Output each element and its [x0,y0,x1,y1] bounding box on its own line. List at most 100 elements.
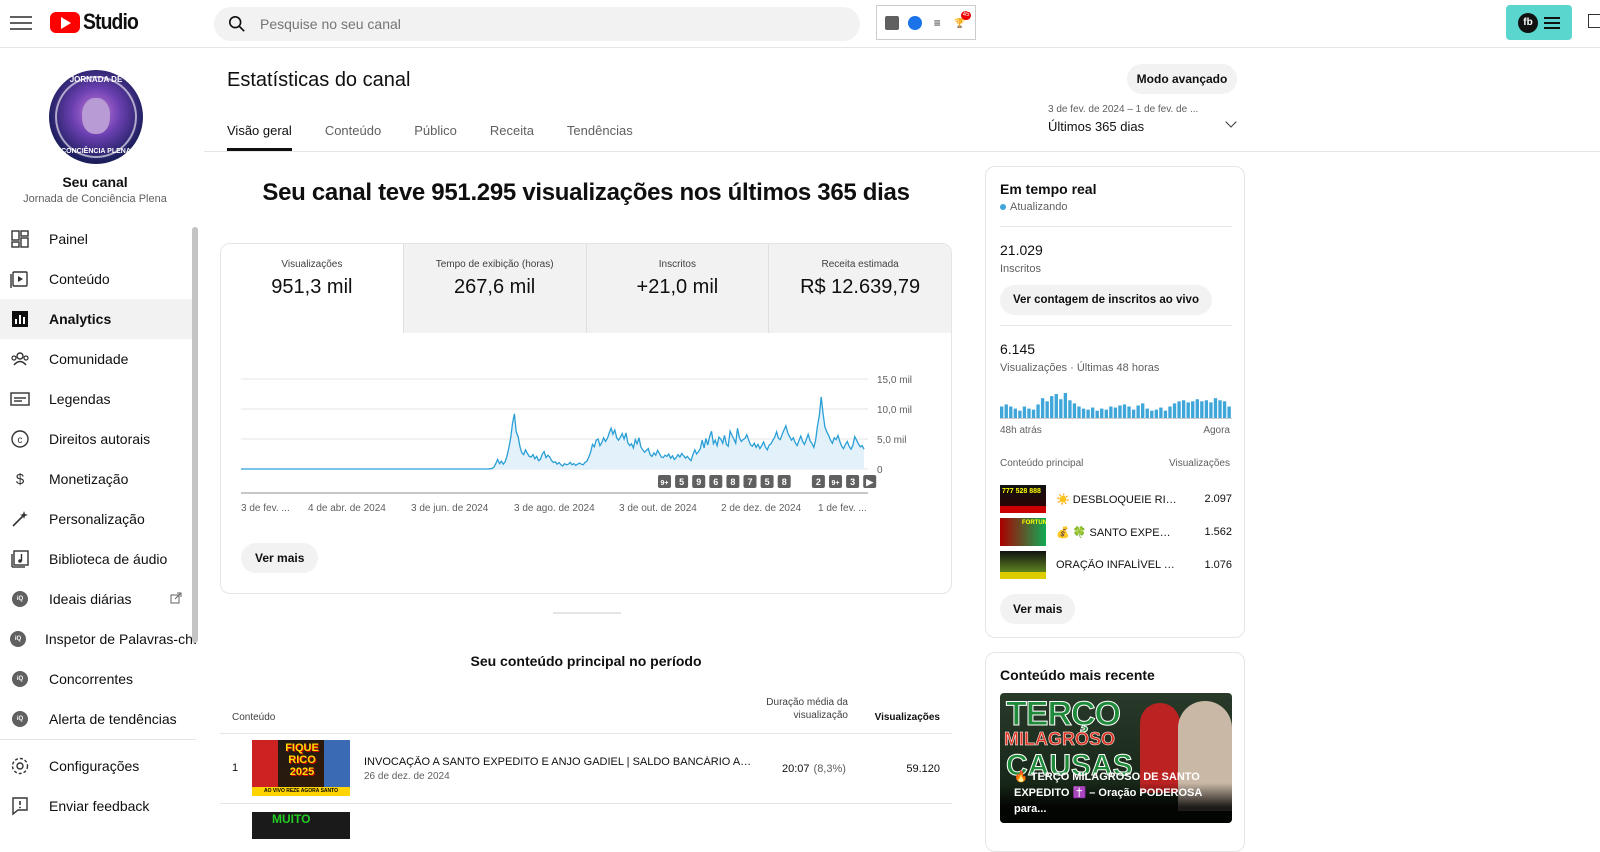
y-tick-label: 15,0 mil [877,375,912,386]
sidebar-item-concorrentes[interactable]: iQ Concorrentes [0,659,196,699]
x-tick-label: 3 de ago. de 2024 [514,503,595,514]
live-subscriber-count-button[interactable]: Ver contagem de inscritos ao vivo [1000,285,1212,315]
chart-marker[interactable]: 7 [743,475,757,488]
date-range-selector[interactable]: 3 de fev. de 2024 – 1 de fev. de ... Últ… [1048,104,1243,144]
col-avg-duration[interactable]: Duração média da visualização [766,697,848,721]
sidebar-item-direitos-autorais[interactable]: c Direitos autorais [0,419,196,459]
tab-visao-geral[interactable]: Visão geral [227,119,292,151]
realtime-bar [1191,401,1195,419]
thumb-figure-right [324,740,350,788]
sidebar-item-conteudo[interactable]: Conteúdo [0,259,196,299]
search-box[interactable] [214,7,860,41]
realtime-bar [1168,406,1172,419]
chart-marker[interactable]: 6 [709,475,723,488]
metric-subscribers[interactable]: Inscritos +21,0 mil [585,244,769,333]
realtime-bar [1218,400,1222,419]
search-input[interactable] [260,7,840,41]
video-date: 26 de dez. de 2024 [364,771,450,782]
table-row[interactable]: 1 FIQUE RICO 2025 AO VIVO REZE AGORA SAN… [220,734,952,804]
sidebar-item-configuracoes[interactable]: Configurações [0,746,196,786]
feedback-icon [10,796,30,816]
realtime-bar [1018,410,1022,419]
panel-toggle-icon[interactable] [1588,14,1600,28]
y-tick-label: 10,0 mil [877,405,912,416]
sidebar-scrollbar[interactable] [192,227,198,643]
sidebar-item-enviar-feedback[interactable]: Enviar feedback [0,786,196,826]
tab-receita[interactable]: Receita [489,123,534,138]
sidebar-item-ideais-diarias[interactable]: iQ Ideais diárias [0,579,196,619]
chart-marker[interactable]: 9+ [658,475,671,488]
metric-revenue[interactable]: Receita estimada R$ 12.639,79 [768,244,951,333]
sidebar-item-legendas[interactable]: Legendas [0,379,196,419]
list-extension-icon[interactable]: ≡ [930,15,945,30]
chart-marker[interactable]: 9+ [829,475,842,488]
sidebar-item-biblioteca-audio[interactable]: Biblioteca de áudio [0,539,196,579]
top-content-item[interactable]: ORAÇÃO INFALÍVEL a SANTO... 1.076 [1000,551,1232,579]
metric-watch-time[interactable]: Tempo de exibição (horas) 267,6 mil [402,244,586,333]
chart-marker[interactable]: 2 [811,475,825,488]
item-views: 1.076 [1204,559,1232,571]
chart-marker[interactable]: 5 [760,475,774,488]
realtime-see-more-button[interactable]: Ver mais [1000,594,1076,624]
views-chart[interactable]: 15,0 mil 10,0 mil 5,0 mil 0 9+ 5 9 6 8 7 5 8 2 9+ 3 ▶ 3 … [221,333,952,533]
top-content-item[interactable]: 777 528 888 ☀️ DESBLOQUEIE RIQUEZA... 2.… [1000,485,1232,513]
chart-marker[interactable]: ▶ [863,475,877,488]
sidebar-item-inspetor-palavras[interactable]: iQ Inspetor de Palavras-chave [0,619,196,659]
col-views[interactable]: Visualizações [874,712,940,723]
metric-label: Tempo de exibição (horas) [435,259,554,270]
sidebar-item-analytics[interactable]: Analytics [0,299,196,339]
realtime-bar [1118,405,1122,419]
logo-text: Studio [83,9,139,34]
sidebar-item-alerta-tendencias[interactable]: iQ Alerta de tendências [0,699,196,739]
chart-marker[interactable]: 3 [846,475,860,488]
svg-text:3: 3 [850,477,855,487]
account-menu-button[interactable]: fb [1506,5,1572,40]
svg-text:5: 5 [765,477,770,487]
see-more-button[interactable]: Ver mais [241,543,319,573]
subtitles-icon [10,389,30,409]
sidebar: JORNADA DE CONCIÊNCIA PLENA Seu canal Jo… [0,49,204,841]
community-icon [10,349,30,369]
tab-tendencias[interactable]: Tendências [566,123,633,138]
next-video-thumbnail[interactable]: MUITO [252,812,350,839]
sidebar-item-monetizacao[interactable]: $ Monetização [0,459,196,499]
stats-extension-icon[interactable] [885,15,900,30]
realtime-bar-chart[interactable] [1000,389,1232,419]
top-content-item[interactable]: FORTUNA 💰 🍀 SANTO EXPEDITO... 1.562 [1000,518,1232,546]
chart-marker[interactable]: 8 [777,475,791,488]
video-thumbnail[interactable]: FIQUE RICO 2025 AO VIVO REZE AGORA SANTO… [252,740,350,796]
next-thumb-text: MUITO [272,812,311,826]
realtime-bar [1095,410,1099,419]
chart-marker[interactable]: 9 [692,475,706,488]
realtime-bar [1204,400,1209,419]
tab-conteudo[interactable]: Conteúdo [324,123,382,138]
axis-right-label: Agora [1203,425,1230,436]
live-dot-icon [1000,204,1006,210]
external-link-icon [170,592,182,604]
video-title[interactable]: INVOCAÇÃO A SANTO EXPEDITO E ANJO GADIEL… [364,756,754,768]
metric-views[interactable]: Visualizações 951,3 mil [221,244,403,333]
realtime-title: Em tempo real [1000,181,1097,197]
channel-avatar[interactable]: JORNADA DE CONCIÊNCIA PLENA [49,70,143,164]
studio-logo[interactable]: Studio [50,9,145,35]
date-range-label: Últimos 365 dias [1048,119,1145,134]
sidebar-item-personalizacao[interactable]: Personalização [0,499,196,539]
avatar-bottom-text: CONCIÊNCIA PLENA [61,148,131,155]
divider [1000,325,1232,326]
vidiq-icon: iQ [10,631,26,647]
vidiq-extension-icon[interactable] [907,15,922,30]
content-icon [10,269,30,289]
realtime-bar [1209,402,1213,419]
trophy-extension-icon[interactable]: 🏆 45 [952,10,972,30]
metric-value: 951,3 mil [271,276,353,298]
recent-video-thumbnail[interactable]: TERÇO MILAGROSO CAUSAS 🔥 TERÇO MILAGROSO… [1000,693,1232,823]
sidebar-item-comunidade[interactable]: Comunidade [0,339,196,379]
chart-marker[interactable]: 8 [726,475,740,488]
menu-icon[interactable] [10,12,32,34]
sidebar-item-painel[interactable]: Painel [0,219,196,259]
metric-label: Visualizações [281,259,343,270]
tab-publico[interactable]: Público [414,123,457,138]
realtime-bar [1054,394,1058,419]
advanced-mode-button[interactable]: Modo avançado [1127,64,1237,94]
chart-marker[interactable]: 5 [675,475,689,488]
